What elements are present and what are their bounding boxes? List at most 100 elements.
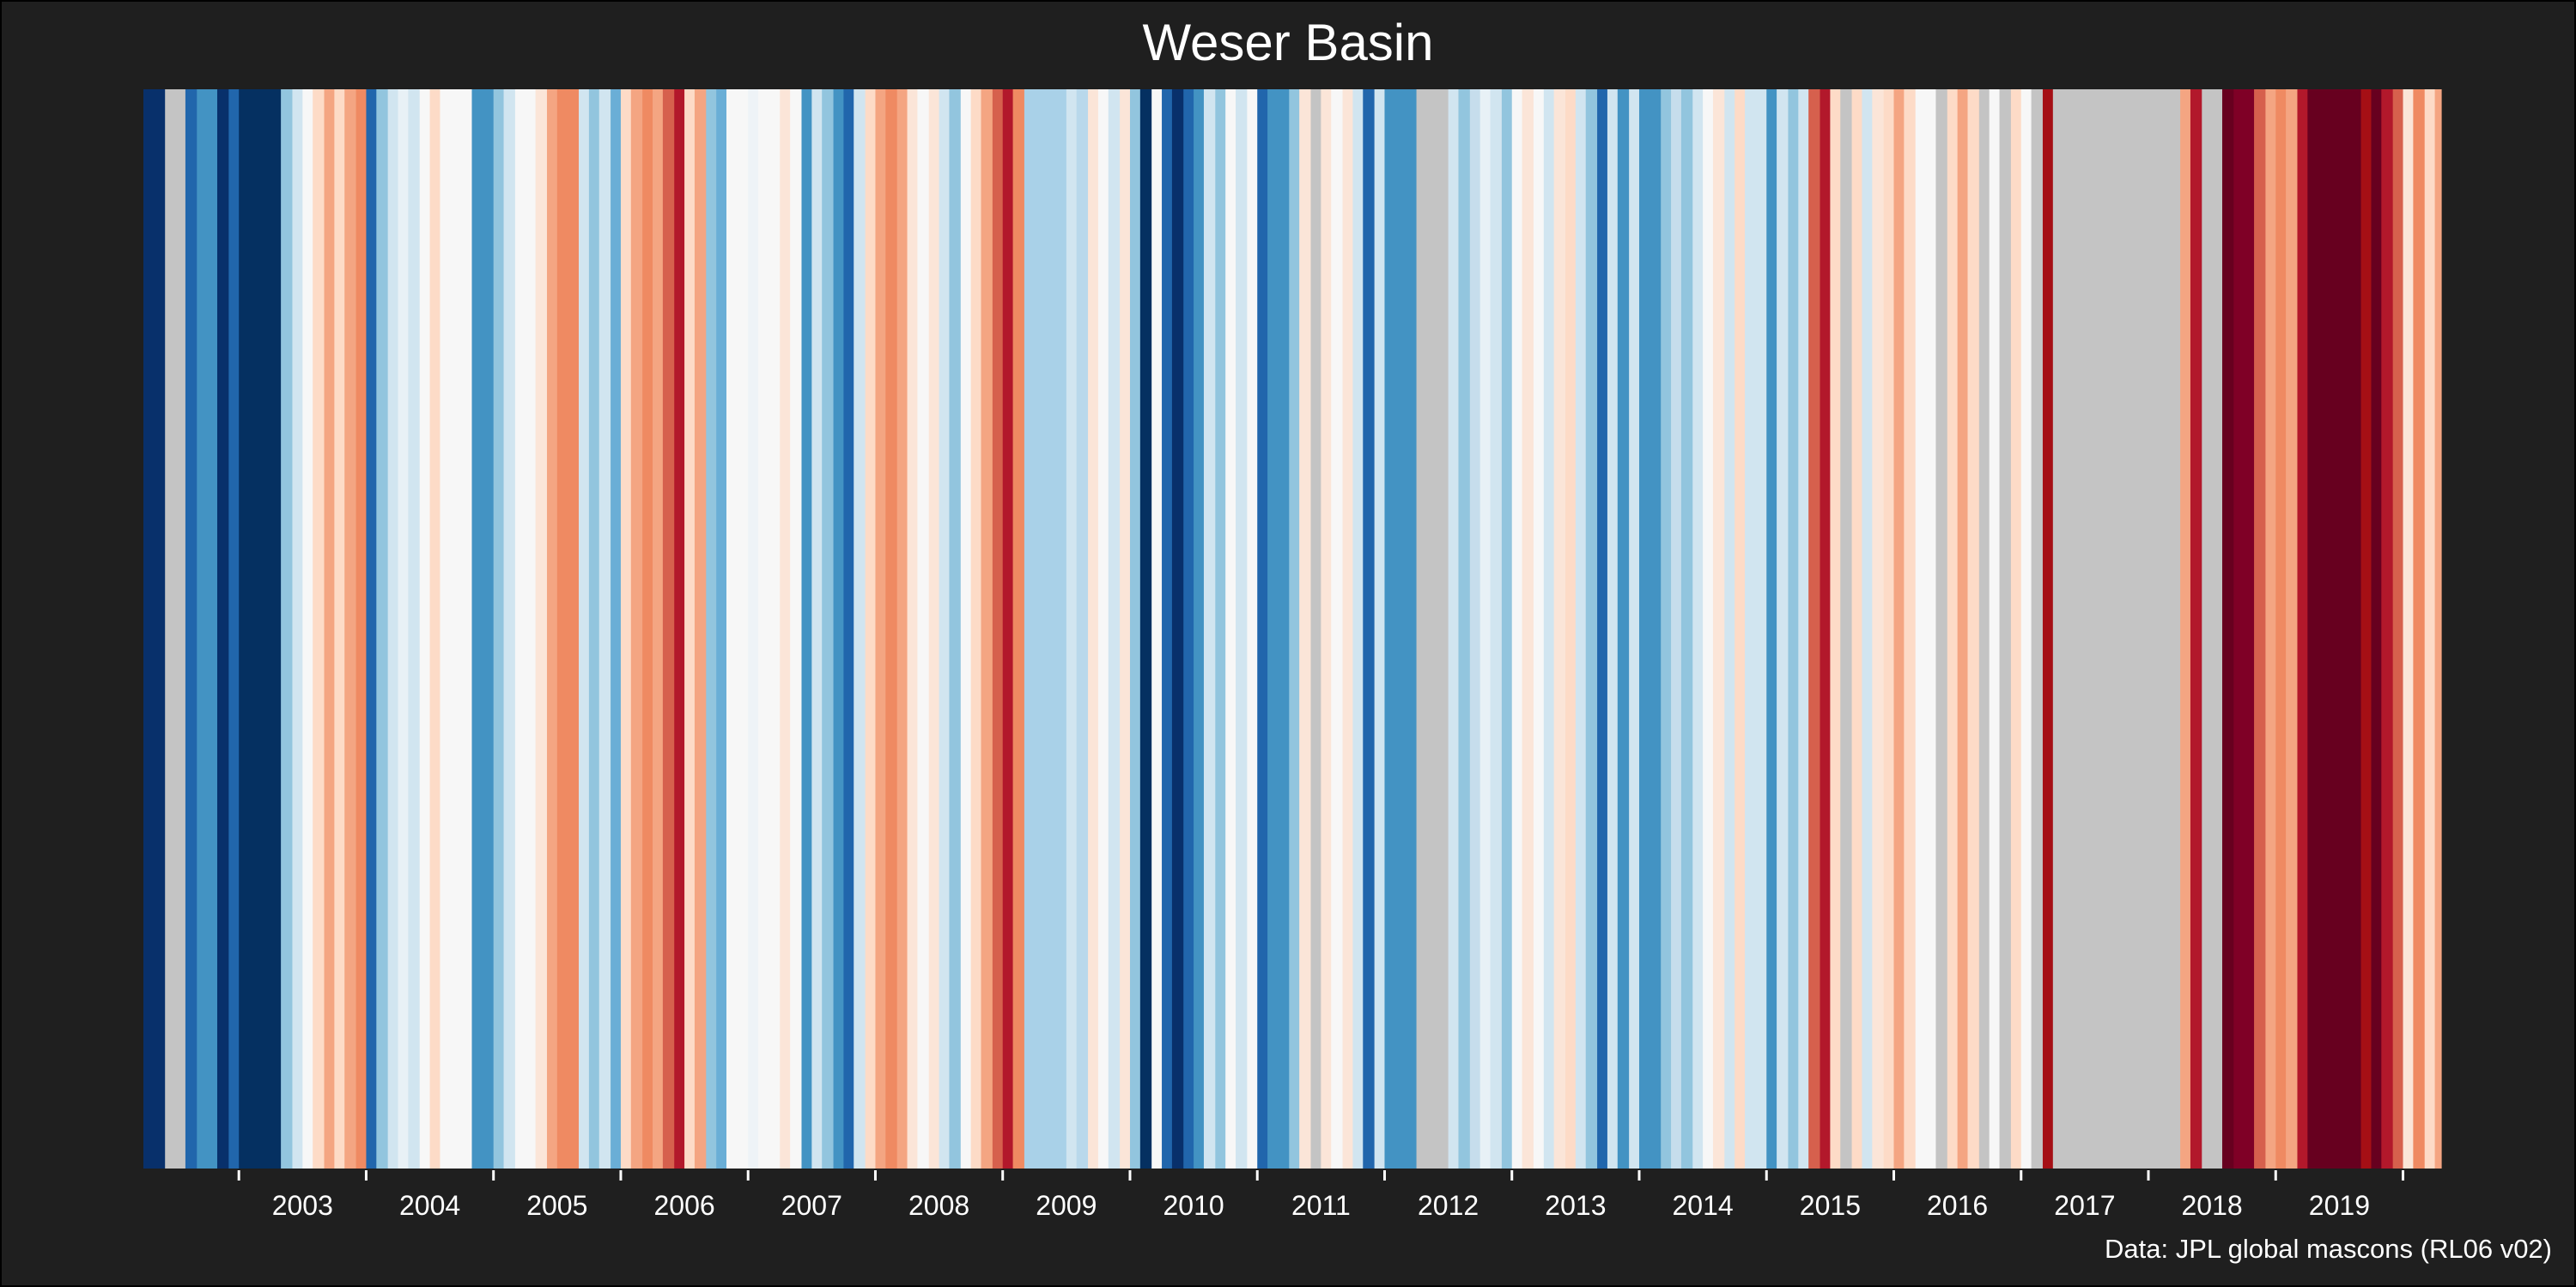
stripe	[1904, 89, 1917, 1169]
stripe	[1194, 89, 1205, 1169]
stripe	[1490, 89, 1503, 1169]
stripe	[1024, 89, 1067, 1169]
stripe	[1692, 89, 1704, 1169]
stripe	[1703, 89, 1714, 1169]
stripe	[907, 89, 918, 1169]
stripe	[556, 89, 580, 1169]
stripe	[1321, 89, 1332, 1169]
stripe	[1798, 89, 1809, 1169]
stripe	[588, 89, 600, 1169]
stripe	[1129, 89, 1141, 1169]
stripe	[344, 89, 357, 1169]
stripe	[1872, 89, 1885, 1169]
stripe	[165, 89, 186, 1169]
stripe	[313, 89, 325, 1169]
stripe	[2403, 89, 2414, 1169]
stripe	[1978, 89, 1990, 1169]
stripe	[579, 89, 590, 1169]
x-tick-label: 2019	[2309, 1190, 2370, 1221]
stripe	[598, 89, 611, 1169]
x-tick-label: 2011	[1291, 1190, 1351, 1221]
stripe	[1479, 89, 1492, 1169]
stripe	[790, 89, 803, 1169]
stripe	[1363, 89, 1376, 1169]
stripe	[2254, 89, 2267, 1169]
stripe	[1712, 89, 1725, 1169]
stripe	[949, 89, 962, 1169]
stripe	[1501, 89, 1513, 1169]
stripe	[1788, 89, 1799, 1169]
stripe	[1215, 89, 1226, 1169]
stripe	[694, 89, 707, 1169]
stripe	[981, 89, 993, 1169]
stripe	[302, 89, 313, 1169]
stripe	[440, 89, 473, 1169]
stripe	[811, 89, 823, 1169]
stripe	[143, 89, 166, 1169]
stripe	[1957, 89, 1969, 1169]
data-source-caption: Data: JPL global mascons (RL06 v02)	[2105, 1234, 2552, 1264]
stripe	[1989, 89, 2001, 1169]
stripe	[1448, 89, 1460, 1169]
stripe	[2202, 89, 2223, 1169]
stripe	[1458, 89, 1471, 1169]
stripe	[2434, 89, 2442, 1169]
stripe	[2265, 89, 2276, 1169]
stripe	[1203, 89, 1216, 1169]
stripe	[2371, 89, 2382, 1169]
stripe	[1139, 89, 1152, 1169]
stripe	[1947, 89, 1959, 1169]
stripe	[2381, 89, 2394, 1169]
stripe	[1967, 89, 1980, 1169]
stripe	[706, 89, 717, 1169]
stripe	[1310, 89, 1321, 1169]
stripe	[653, 89, 664, 1169]
stripe	[2233, 89, 2255, 1169]
stripe	[970, 89, 982, 1169]
stripe	[1617, 89, 1630, 1169]
stripe	[630, 89, 643, 1169]
stripe	[1777, 89, 1789, 1169]
stripe	[2424, 89, 2436, 1169]
stripe	[1840, 89, 1853, 1169]
stripe	[355, 89, 368, 1169]
stripe	[1607, 89, 1619, 1169]
stripe	[1533, 89, 1545, 1169]
stripe	[2286, 89, 2299, 1169]
stripe	[780, 89, 791, 1169]
stripe	[1183, 89, 1194, 1169]
stripe	[1585, 89, 1598, 1169]
stripe	[228, 89, 240, 1169]
stripe	[1851, 89, 1863, 1169]
stripe	[376, 89, 389, 1169]
stripe	[684, 89, 696, 1169]
stripe	[546, 89, 558, 1169]
chart-title: Weser Basin	[1142, 14, 1434, 71]
stripe	[366, 89, 377, 1169]
stripe	[2360, 89, 2372, 1169]
stripe	[1893, 89, 1905, 1169]
stripe	[535, 89, 548, 1169]
x-tick-label: 2010	[1163, 1190, 1224, 1221]
stripe	[801, 89, 812, 1169]
stripes-group	[143, 89, 2442, 1169]
stripe	[493, 89, 505, 1169]
x-tick-label: 2017	[2054, 1190, 2115, 1221]
x-axis: 2003 2004 2005 2006 2007 2008 2009 2010 2011 2012…	[237, 1170, 2405, 1221]
stripe	[822, 89, 835, 1169]
stripe	[1066, 89, 1078, 1169]
stripe	[662, 89, 675, 1169]
stripe	[2052, 89, 2181, 1169]
stripe	[408, 89, 421, 1169]
stripe	[503, 89, 516, 1169]
stripe	[1597, 89, 1608, 1169]
x-tick-label: 2016	[1927, 1190, 1988, 1221]
stripe	[1629, 89, 1640, 1169]
stripe	[239, 89, 282, 1169]
stripe	[281, 89, 294, 1169]
x-tick-label: 2013	[1545, 1190, 1606, 1221]
stripe	[514, 89, 537, 1169]
x-tick-label: 2004	[399, 1190, 460, 1221]
x-tick-label: 2003	[272, 1190, 333, 1221]
